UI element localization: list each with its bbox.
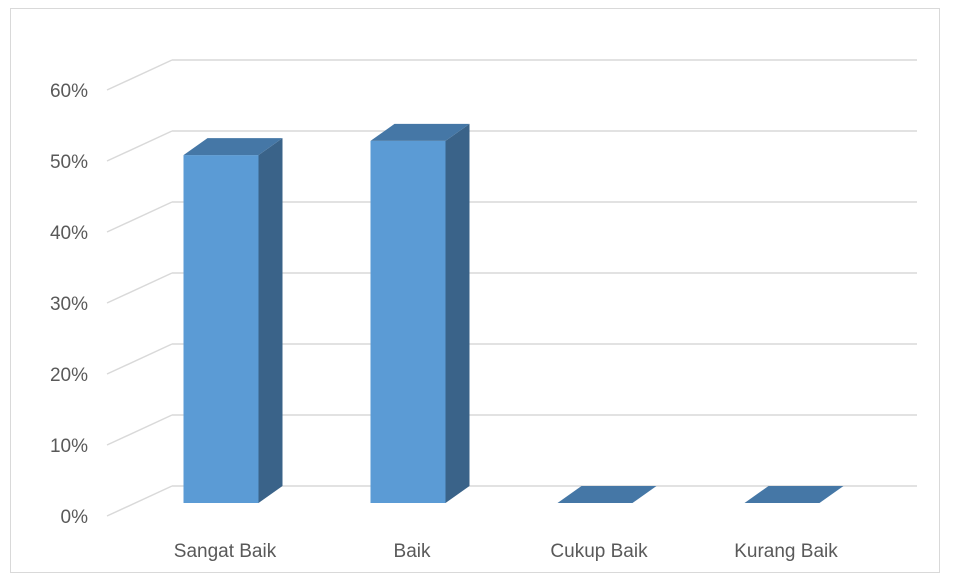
bar-top [557,486,657,503]
chart-frame [10,8,940,573]
y-tick-label: 10% [50,436,88,457]
y-axis-ticks: 0% 10% 20% 30% 40% 50% 60% [50,81,88,528]
bar-side [445,123,470,504]
bar-top [370,123,470,141]
gridline-diagonal [106,272,173,304]
bar [744,486,844,503]
x-category-label: Baik [394,541,431,562]
gridline-diagonal [106,130,173,162]
gridlines [106,59,917,517]
y-tick-label: 50% [50,152,88,173]
y-tick-label: 20% [50,365,88,386]
x-category-label: Sangat Baik [174,541,277,562]
gridline-diagonal [106,201,173,233]
bar [557,486,657,503]
bar-front [370,140,446,503]
gridline-diagonal [106,59,173,91]
x-category-label: Kurang Baik [734,541,838,562]
bar [370,123,470,504]
bar-front [183,155,259,503]
x-category-label: Cukup Baik [550,541,648,562]
y-tick-label: 30% [50,294,88,315]
y-tick-label: 60% [50,81,88,102]
bars [183,123,844,504]
gridline-diagonal [106,485,173,517]
bar-top [744,486,844,503]
y-tick-label: 40% [50,223,88,244]
y-tick-label: 0% [61,507,89,528]
x-axis-categories: Sangat Baik Baik Cukup Baik Kurang Baik [174,541,838,562]
bar [183,138,283,503]
gridline-diagonal [106,414,173,446]
bar-top [183,138,283,156]
gridline-diagonal [106,343,173,375]
bar-side [258,138,283,503]
